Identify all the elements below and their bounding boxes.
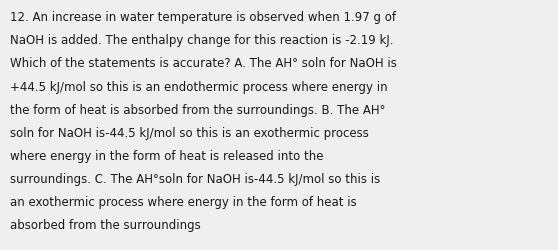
- Text: surroundings. C. The AH°soln for NaOH is-44.5 kJ/mol so this is: surroundings. C. The AH°soln for NaOH is…: [10, 172, 381, 185]
- Text: absorbed from the surroundings: absorbed from the surroundings: [10, 218, 201, 231]
- Text: soln for NaOH is-44.5 kJ/mol so this is an exothermic process: soln for NaOH is-44.5 kJ/mol so this is …: [10, 126, 369, 139]
- Text: +44.5 kJ/mol so this is an endothermic process where energy in: +44.5 kJ/mol so this is an endothermic p…: [10, 80, 388, 93]
- Text: where energy in the form of heat is released into the: where energy in the form of heat is rele…: [10, 149, 324, 162]
- Text: 12. An increase in water temperature is observed when 1.97 g of: 12. An increase in water temperature is …: [10, 11, 396, 24]
- Text: Which of the statements is accurate? A. The AH° soln for NaOH is: Which of the statements is accurate? A. …: [10, 57, 397, 70]
- Text: the form of heat is absorbed from the surroundings. B. The AH°: the form of heat is absorbed from the su…: [10, 103, 386, 116]
- Text: NaOH is added. The enthalpy change for this reaction is -2.19 kJ.: NaOH is added. The enthalpy change for t…: [10, 34, 393, 47]
- Text: an exothermic process where energy in the form of heat is: an exothermic process where energy in th…: [10, 195, 357, 208]
